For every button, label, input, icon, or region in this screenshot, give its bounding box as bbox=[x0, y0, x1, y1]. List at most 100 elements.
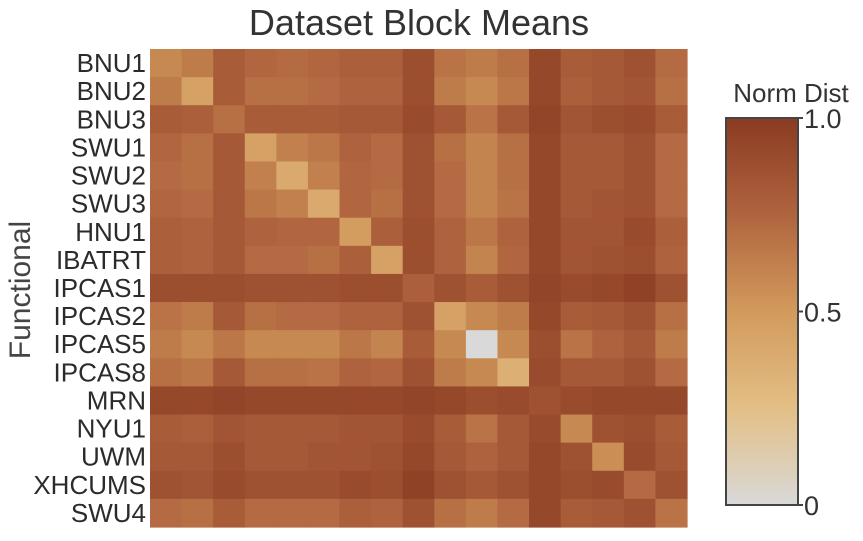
heatmap-cell bbox=[307, 330, 341, 359]
heatmap-cell bbox=[371, 386, 404, 416]
heatmap-cell bbox=[276, 161, 309, 191]
heatmap-cell bbox=[307, 442, 341, 472]
heatmap-cell bbox=[371, 245, 404, 275]
heatmap-cell bbox=[150, 470, 183, 500]
heatmap-cell bbox=[213, 105, 246, 134]
heatmap-cell bbox=[244, 386, 277, 416]
heatmap-cell bbox=[592, 105, 625, 134]
heatmap-cell bbox=[560, 217, 593, 247]
heatmap-cell bbox=[592, 133, 625, 163]
heatmap-cell bbox=[560, 273, 593, 303]
heatmap-cell bbox=[244, 217, 277, 247]
heatmap-cell bbox=[497, 470, 530, 500]
heatmap-cell bbox=[150, 442, 183, 472]
heatmap-cell bbox=[213, 77, 246, 106]
heatmap-cell bbox=[371, 498, 404, 528]
heatmap-cell bbox=[307, 133, 341, 163]
heatmap-cell bbox=[529, 470, 562, 500]
heatmap-cell bbox=[529, 273, 562, 303]
heatmap-cell bbox=[150, 386, 183, 416]
heatmap-cells bbox=[150, 49, 688, 528]
heatmap-cell bbox=[655, 302, 688, 331]
y-tick-label: XHCUMS bbox=[33, 470, 146, 500]
heatmap-cell bbox=[623, 77, 657, 106]
heatmap-cell bbox=[150, 245, 183, 275]
heatmap-cell bbox=[497, 161, 530, 191]
heatmap-cell bbox=[150, 133, 183, 163]
heatmap-cell bbox=[307, 245, 341, 275]
heatmap-cell bbox=[150, 358, 183, 388]
heatmap-cell bbox=[244, 161, 277, 191]
heatmap-cell bbox=[465, 49, 499, 78]
heatmap-cell bbox=[592, 386, 625, 416]
heatmap-cell bbox=[371, 358, 404, 388]
heatmap-cell bbox=[434, 161, 467, 191]
heatmap-cell bbox=[497, 49, 530, 78]
heatmap-cell bbox=[276, 105, 309, 134]
heatmap-cell bbox=[307, 414, 341, 444]
heatmap-cell bbox=[623, 358, 657, 388]
heatmap-cell bbox=[244, 273, 277, 303]
heatmap-cell bbox=[181, 105, 214, 134]
heatmap-cell bbox=[592, 358, 625, 388]
heatmap-cell bbox=[655, 189, 688, 219]
heatmap-cell bbox=[529, 442, 562, 472]
heatmap-cell bbox=[560, 358, 593, 388]
heatmap-cell bbox=[150, 414, 183, 444]
heatmap-cell bbox=[213, 217, 246, 247]
heatmap-cell bbox=[307, 105, 341, 134]
heatmap-cell bbox=[371, 470, 404, 500]
y-tick-label: IPCAS2 bbox=[54, 301, 147, 331]
heatmap-cell bbox=[560, 498, 593, 528]
heatmap-cell bbox=[623, 386, 657, 416]
heatmap-cell bbox=[276, 77, 309, 106]
heatmap-cell bbox=[592, 245, 625, 275]
heatmap-cell bbox=[213, 133, 246, 163]
heatmap-cell bbox=[307, 189, 341, 219]
heatmap-cell bbox=[181, 189, 214, 219]
heatmap-cell bbox=[655, 414, 688, 444]
heatmap-cell bbox=[402, 358, 435, 388]
heatmap-cell bbox=[434, 105, 467, 134]
heatmap-cell bbox=[497, 442, 530, 472]
heatmap-cell bbox=[592, 49, 625, 78]
heatmap-cell bbox=[276, 133, 309, 163]
heatmap-cell bbox=[592, 498, 625, 528]
heatmap-cell bbox=[307, 386, 341, 416]
heatmap-cell bbox=[181, 386, 214, 416]
heatmap-cell bbox=[150, 189, 183, 219]
heatmap-cell bbox=[560, 330, 593, 359]
y-tick-label: NYU1 bbox=[77, 414, 146, 444]
colorbar-tick-label: 1.0 bbox=[804, 104, 842, 134]
heatmap-cell bbox=[244, 414, 277, 444]
heatmap-cell bbox=[276, 217, 309, 247]
heatmap-cell bbox=[181, 442, 214, 472]
heatmap-cell bbox=[244, 189, 277, 219]
heatmap-cell bbox=[181, 358, 214, 388]
heatmap-cell bbox=[623, 273, 657, 303]
y-tick-label: SWU3 bbox=[71, 189, 146, 219]
heatmap-cell bbox=[150, 217, 183, 247]
heatmap-cell bbox=[371, 414, 404, 444]
y-tick-label: IPCAS1 bbox=[54, 273, 147, 303]
heatmap-cell bbox=[276, 414, 309, 444]
heatmap-cell bbox=[592, 273, 625, 303]
heatmap-cell bbox=[623, 498, 657, 528]
heatmap-cell bbox=[244, 302, 277, 331]
heatmap-cell bbox=[623, 470, 657, 500]
heatmap-cell bbox=[181, 133, 214, 163]
heatmap-cell bbox=[181, 414, 214, 444]
heatmap-cell bbox=[402, 105, 435, 134]
heatmap-cell bbox=[465, 273, 499, 303]
colorbar-title: Norm Dist bbox=[733, 78, 849, 108]
heatmap-cell bbox=[560, 189, 593, 219]
heatmap-cell bbox=[244, 470, 277, 500]
heatmap-cell bbox=[276, 302, 309, 331]
heatmap-cell bbox=[244, 498, 277, 528]
heatmap-cell bbox=[592, 189, 625, 219]
heatmap-cell bbox=[371, 49, 404, 78]
heatmap-cell bbox=[434, 330, 467, 359]
heatmap-cell bbox=[497, 498, 530, 528]
y-tick-label: BNU1 bbox=[77, 48, 146, 78]
